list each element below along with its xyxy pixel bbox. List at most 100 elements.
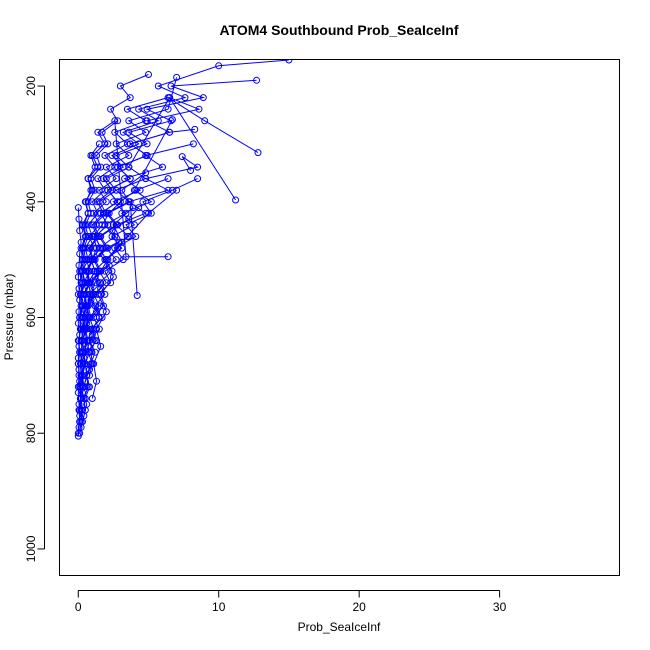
data-point	[91, 267, 99, 275]
data-point	[166, 128, 174, 136]
x-tick-label: 20	[352, 600, 366, 614]
data-point	[91, 302, 99, 310]
data-point	[87, 152, 95, 159]
data-point	[77, 406, 85, 414]
data-point	[178, 153, 186, 161]
data-point	[76, 395, 84, 402]
data-point	[88, 221, 96, 229]
data-point	[116, 82, 124, 90]
y-tick-label: 1000	[24, 535, 38, 562]
data-point	[80, 256, 88, 264]
data-point	[168, 116, 176, 124]
data-point	[194, 175, 202, 183]
data-point	[76, 325, 84, 333]
data-point	[97, 342, 105, 350]
data-point	[87, 348, 95, 356]
data-point	[125, 117, 133, 125]
data-point	[199, 94, 207, 102]
data-point	[95, 221, 103, 229]
data-point	[79, 383, 86, 391]
data-point	[119, 128, 127, 136]
data-point	[102, 209, 110, 217]
data-point	[107, 105, 115, 113]
data-point	[201, 117, 209, 125]
data-point	[253, 76, 261, 84]
data-point	[95, 279, 103, 287]
data-point	[118, 209, 126, 217]
series-line	[77, 60, 289, 434]
data-point	[143, 152, 151, 159]
series-line	[83, 156, 199, 388]
data-point	[94, 128, 102, 136]
data-point	[133, 292, 141, 299]
data-point	[147, 198, 155, 206]
data-point	[88, 395, 96, 402]
data-point	[77, 267, 85, 275]
data-point	[75, 371, 83, 379]
data-point	[79, 244, 86, 252]
data-point	[112, 175, 120, 183]
series-line	[79, 97, 259, 318]
data-point	[111, 128, 119, 136]
data-series	[88, 169, 150, 402]
data-point	[102, 256, 110, 264]
data-point	[102, 308, 110, 316]
data-point	[81, 395, 89, 402]
data-point	[95, 302, 103, 310]
data-point	[187, 167, 195, 174]
data-point	[129, 204, 137, 212]
data-point	[145, 71, 152, 78]
plot-area	[74, 60, 293, 440]
data-point	[90, 290, 98, 298]
y-tick-label: 400	[24, 191, 38, 211]
data-point	[232, 196, 240, 204]
data-point	[75, 215, 83, 223]
data-point	[95, 186, 103, 194]
data-point	[76, 290, 84, 298]
series-line	[84, 143, 194, 399]
data-point	[130, 186, 138, 194]
data-point	[215, 62, 223, 70]
data-point	[109, 221, 117, 229]
data-point	[159, 163, 166, 171]
data-point	[102, 163, 110, 171]
data-point	[189, 140, 197, 148]
data-point	[95, 140, 103, 148]
data-point	[114, 198, 122, 206]
data-point	[82, 198, 90, 206]
y-tick-label: 200	[24, 76, 38, 96]
data-point	[77, 302, 85, 310]
data-point	[102, 198, 110, 206]
data-series	[74, 140, 103, 391]
data-series	[86, 116, 176, 379]
data-point	[91, 337, 99, 345]
data-point	[101, 290, 109, 298]
data-point	[88, 325, 96, 333]
data-point	[164, 175, 172, 183]
data-point	[164, 253, 172, 261]
data-point	[90, 360, 98, 368]
data-point	[86, 279, 93, 287]
data-point	[109, 273, 117, 281]
data-point	[135, 105, 143, 113]
series-line	[82, 178, 198, 422]
data-point	[123, 105, 131, 113]
data-point	[91, 163, 99, 171]
data-point	[74, 360, 82, 368]
data-point	[125, 152, 133, 159]
data-point	[118, 238, 126, 246]
data-point	[104, 186, 112, 194]
x-axis: 0 10 20 30	[75, 590, 507, 614]
data-point	[285, 60, 293, 64]
data-point	[100, 175, 107, 183]
data-point	[102, 244, 110, 252]
data-point	[108, 152, 116, 159]
data-point	[90, 244, 98, 252]
series-line	[80, 77, 178, 353]
y-tick-label: 800	[24, 423, 38, 443]
data-point	[143, 105, 151, 113]
data-point	[86, 314, 93, 321]
data-point	[84, 209, 92, 217]
data-point	[76, 348, 84, 356]
data-point	[111, 244, 119, 252]
